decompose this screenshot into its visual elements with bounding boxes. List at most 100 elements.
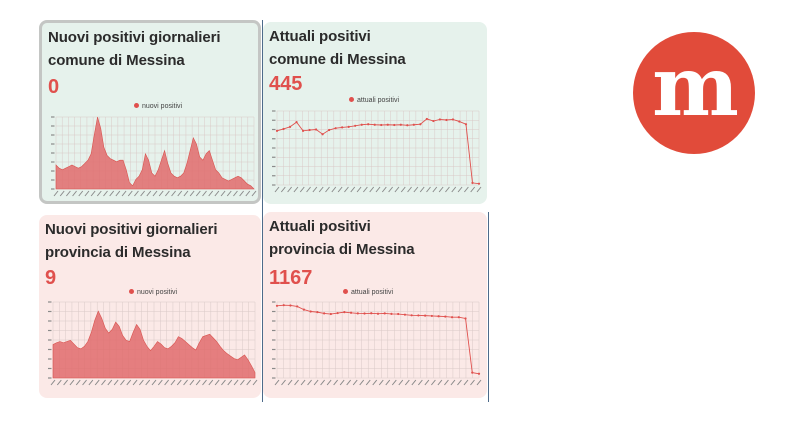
y-tick-label <box>48 358 52 360</box>
x-tick-label <box>145 379 151 386</box>
y-tick-label <box>51 143 55 145</box>
x-tick-label <box>126 379 132 386</box>
x-tick-label <box>352 379 358 386</box>
card-value: 1167 <box>269 267 313 289</box>
data-point <box>397 312 400 316</box>
x-tick-label <box>121 190 127 197</box>
chart-legend: attuali positivi <box>349 96 400 104</box>
x-tick-label <box>325 186 330 193</box>
x-tick-label <box>320 379 326 386</box>
x-tick-label <box>183 379 188 386</box>
data-point <box>386 123 389 126</box>
data-point <box>343 311 346 314</box>
x-tick-label <box>356 186 362 193</box>
x-tick-label <box>411 379 417 386</box>
data-point <box>301 129 305 132</box>
data-point <box>444 315 447 318</box>
legend-dot-icon <box>134 102 139 108</box>
x-tick-label <box>140 190 146 197</box>
y-tick-label <box>51 161 55 163</box>
x-tick-label <box>151 379 157 386</box>
x-tick-label <box>227 379 233 386</box>
data-point <box>380 123 383 127</box>
x-tick-label <box>59 190 65 197</box>
data-point <box>275 129 279 132</box>
data-point <box>451 118 455 121</box>
chart-grid <box>272 110 482 193</box>
data-point <box>432 119 435 123</box>
y-tick-label <box>272 339 276 341</box>
y-tick-label <box>272 348 276 351</box>
card-title-line2: provincia di Messina <box>269 241 415 258</box>
x-tick-label <box>246 379 252 386</box>
x-tick-label <box>251 190 257 197</box>
y-tick-label <box>272 128 276 131</box>
logo-letter: m <box>652 39 739 135</box>
x-tick-label <box>103 190 108 197</box>
x-tick-label <box>195 379 201 386</box>
y-tick-label <box>51 116 55 118</box>
y-tick-label <box>272 119 276 121</box>
x-tick-label <box>404 379 410 386</box>
x-tick-label <box>158 190 164 197</box>
chart-legend: attuali positivi <box>343 288 393 296</box>
x-tick-label <box>75 379 81 386</box>
card-title-line1: Attuali positivi <box>269 218 371 235</box>
data-point <box>282 127 285 131</box>
card-title: Attuali positivi provincia di Messina <box>269 215 415 261</box>
y-tick-label <box>48 377 52 379</box>
x-tick-label <box>189 190 195 197</box>
x-tick-label <box>115 190 121 197</box>
x-tick-label <box>451 186 457 193</box>
data-point <box>360 123 363 126</box>
y-tick-label <box>48 329 52 332</box>
x-tick-label <box>457 379 462 386</box>
x-tick-label <box>233 190 238 197</box>
data-point <box>458 120 461 123</box>
x-tick-label <box>359 379 365 386</box>
card-value: 9 <box>45 267 57 289</box>
x-tick-label <box>109 190 115 197</box>
x-tick-label <box>432 186 438 193</box>
card-title-line1: Nuovi positivi giornalieri <box>48 29 221 46</box>
x-tick-label <box>146 190 152 197</box>
chart-grid <box>272 301 482 386</box>
card-title: Attuali positivi comune di Messina <box>269 25 406 71</box>
x-tick-label <box>134 190 139 197</box>
x-tick-label <box>208 379 214 386</box>
x-tick-label <box>164 190 170 197</box>
data-point <box>329 312 332 316</box>
x-tick-label <box>84 190 90 197</box>
x-tick-label <box>72 190 77 197</box>
data-point <box>314 128 318 131</box>
x-tick-label <box>381 186 387 193</box>
x-tick-label <box>299 186 305 193</box>
y-tick-label <box>272 329 276 332</box>
y-tick-label <box>51 188 55 190</box>
data-point <box>477 372 481 375</box>
data-point <box>383 312 386 315</box>
x-tick-label <box>274 379 280 386</box>
x-tick-label <box>306 186 311 193</box>
x-tick-label <box>157 379 163 386</box>
legend-label: attuali positivi <box>357 97 400 104</box>
data-point <box>356 312 359 315</box>
chart-legend: nuovi positivi <box>129 288 177 296</box>
data-point <box>477 182 481 185</box>
x-tick-label <box>176 379 182 386</box>
x-tick-label <box>101 379 106 386</box>
y-tick-label <box>51 170 55 172</box>
x-tick-label <box>56 379 62 386</box>
x-tick-label <box>362 186 368 193</box>
y-tick-label <box>48 339 52 341</box>
data-point <box>295 121 298 124</box>
data-point <box>367 123 370 126</box>
x-tick-label <box>318 186 324 193</box>
x-tick-label <box>391 379 397 386</box>
data-point <box>464 317 467 320</box>
series-line <box>276 304 480 375</box>
x-tick-label <box>152 190 158 197</box>
x-tick-label <box>189 379 195 386</box>
x-tick-label <box>63 379 69 386</box>
y-tick-label <box>272 320 276 322</box>
